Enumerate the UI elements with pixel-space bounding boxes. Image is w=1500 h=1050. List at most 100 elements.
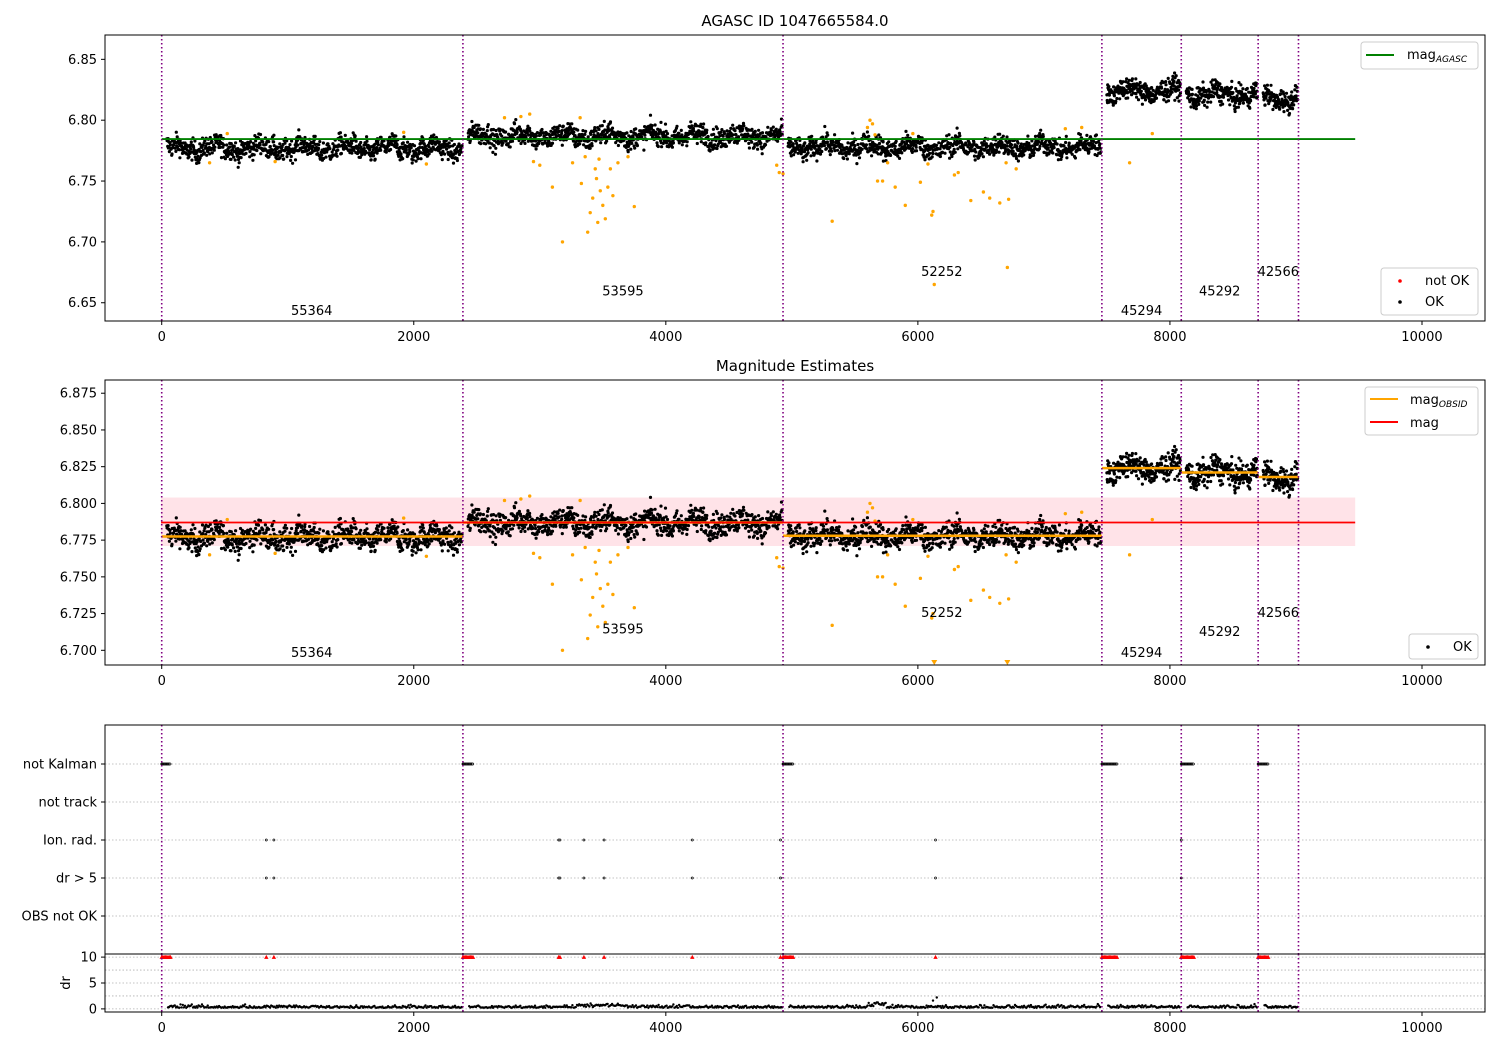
ok-point (236, 549, 241, 553)
ok-point (447, 141, 451, 145)
ok-point (593, 510, 597, 514)
ok-point (478, 512, 482, 516)
legend-ok-marker (1398, 300, 1402, 304)
ok-point (441, 539, 445, 543)
ok-point (477, 123, 481, 127)
ok-point (583, 132, 587, 136)
ok-point (369, 549, 373, 553)
ok-point (285, 155, 289, 159)
ok-point (1008, 139, 1012, 143)
ok-point (395, 531, 399, 535)
ok-point (881, 140, 885, 144)
ok-point (1215, 91, 1219, 95)
ok-point (1150, 86, 1154, 90)
ok-point (457, 152, 461, 157)
ok-point (1064, 134, 1068, 138)
ok-point (472, 125, 476, 130)
ok-point (459, 150, 463, 154)
ok-point (654, 132, 659, 136)
ok-point (973, 158, 977, 162)
ok-point (1078, 132, 1082, 137)
ok-point (1151, 88, 1155, 92)
ok-point (252, 543, 256, 547)
ok-point (448, 144, 452, 148)
ok-point (753, 129, 757, 133)
ok-point (283, 141, 287, 145)
ok-point (864, 143, 869, 147)
ok-point (1127, 78, 1131, 82)
ok-point (1177, 99, 1181, 103)
ok-point (252, 153, 256, 157)
ok-point (574, 528, 578, 532)
ok-point (766, 125, 770, 129)
suspect-point (969, 198, 973, 203)
ok-point (500, 134, 504, 138)
ok-point (576, 513, 580, 518)
ok-point (846, 141, 850, 145)
ok-point (452, 531, 456, 535)
ok-point (421, 523, 425, 527)
ok-point (809, 147, 813, 151)
ok-point (594, 524, 599, 529)
ok-point (292, 538, 297, 542)
ok-point (226, 154, 230, 158)
ok-point (588, 146, 592, 150)
ok-point (561, 124, 565, 128)
ok-point (1052, 146, 1056, 150)
ok-point (590, 532, 594, 536)
ok-point (660, 145, 664, 149)
ok-point (272, 140, 276, 144)
ok-point (193, 526, 197, 531)
ok-point (591, 525, 595, 529)
ok-point (459, 540, 463, 544)
ok-point (267, 155, 271, 159)
ok-point (824, 147, 829, 151)
ok-point (715, 146, 719, 151)
ok-point (504, 516, 508, 520)
ok-point (504, 130, 508, 134)
ok-point (1267, 102, 1271, 106)
ok-point (396, 525, 400, 529)
ok-point (491, 540, 495, 544)
ok-point (547, 528, 551, 532)
ok-point (550, 529, 555, 533)
ok-point (823, 124, 827, 129)
ok-point (411, 158, 415, 162)
ok-point (237, 161, 241, 165)
ok-point (640, 135, 644, 139)
ok-point (382, 526, 386, 530)
ok-point (734, 133, 738, 137)
ok-point (1201, 86, 1206, 90)
ok-point (1177, 94, 1181, 98)
ok-point (1290, 90, 1294, 94)
ok-point (1263, 84, 1267, 88)
ok-point (582, 143, 586, 147)
ok-point (166, 524, 170, 528)
ok-point (325, 540, 329, 544)
ok-point (282, 157, 286, 161)
ok-point (414, 159, 418, 163)
ok-point (889, 153, 893, 157)
ok-point (173, 146, 177, 150)
y-tick-label: 6.75 (68, 175, 97, 190)
ok-point (778, 130, 782, 134)
ok-point (535, 131, 540, 135)
ok-point (1037, 147, 1041, 151)
ok-point (272, 133, 276, 137)
ok-point (359, 145, 363, 149)
suspect-point (1005, 265, 1010, 270)
ok-point (1067, 141, 1071, 145)
ok-point (526, 509, 530, 513)
ok-point (973, 147, 977, 151)
ok-point (256, 523, 261, 527)
ok-point (467, 135, 471, 139)
ok-point (168, 528, 172, 533)
ok-point (1233, 101, 1237, 105)
ok-point (490, 132, 495, 136)
ok-point (187, 155, 191, 159)
ok-point (608, 523, 612, 527)
ok-point (302, 531, 306, 535)
ok-point (177, 537, 182, 541)
ok-point (818, 147, 822, 151)
